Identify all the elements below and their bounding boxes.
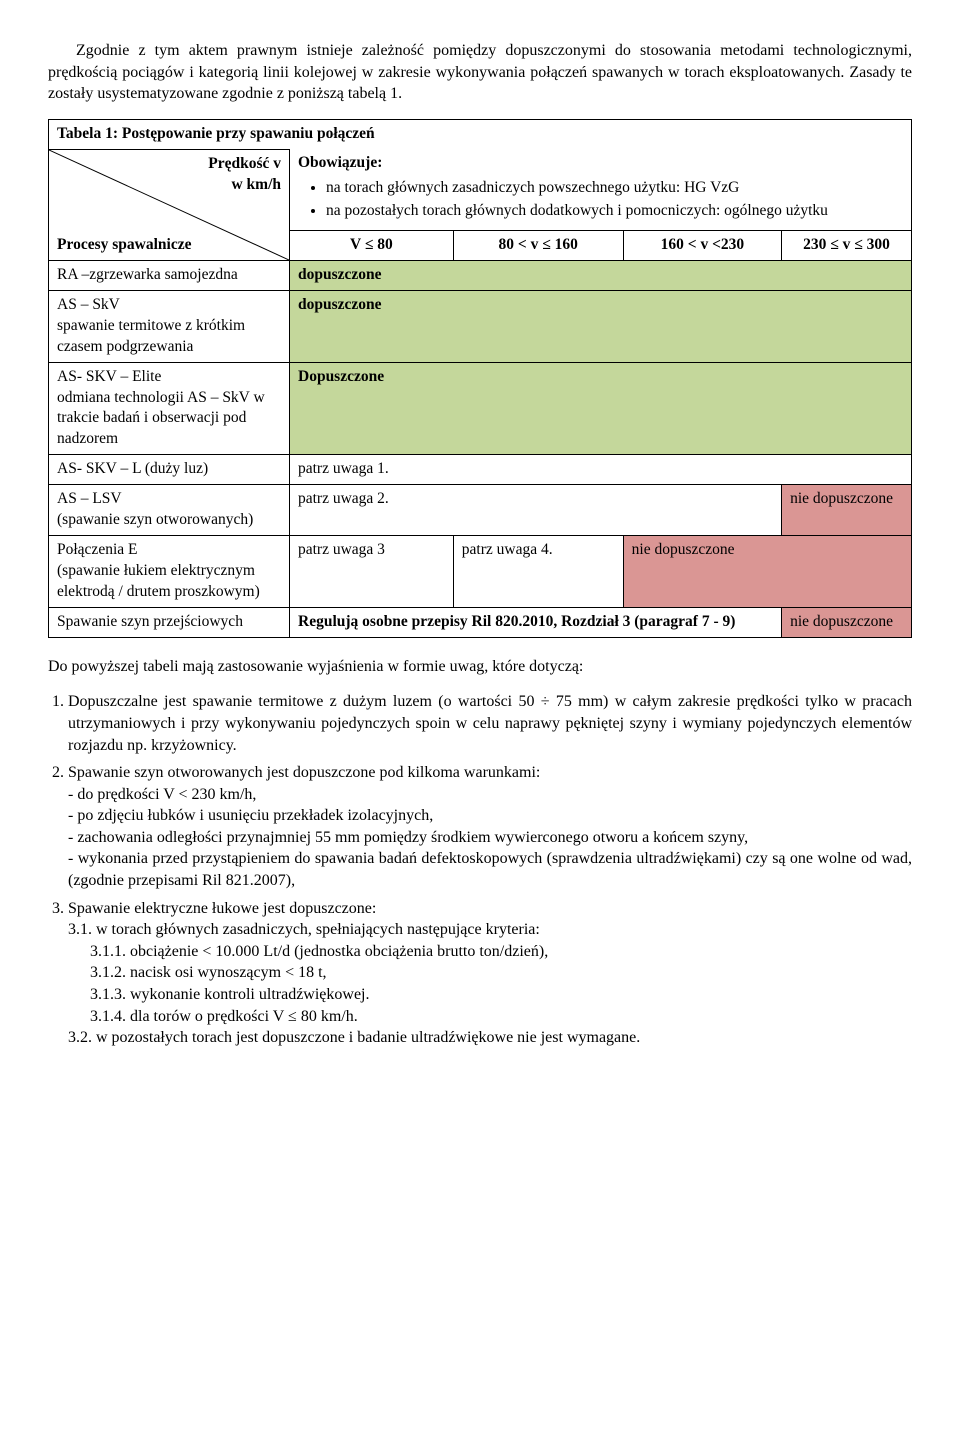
diagonal-header-cell: Prędkość v w km/h Procesy spawalnicze: [49, 149, 290, 260]
note-3-1-3: 3.1.3. wykonanie kontroli ultradźwiękowe…: [90, 984, 912, 1006]
row-conn-e-c1: patrz uwaga 3: [290, 536, 454, 608]
speed-col-3: 160 < v <230: [623, 230, 781, 260]
row-as-skv-l2: spawanie termitowe z krótkim czasem podg…: [57, 317, 245, 355]
table-row: AS- SKV – L (duży luz) patrz uwaga 1.: [49, 455, 912, 485]
row-elite-l1: AS- SKV – Elite: [57, 368, 161, 385]
note-2b: - po zdjęciu łubków i usunięciu przekład…: [68, 805, 912, 827]
row-transition-label: Spawanie szyn przejściowych: [49, 607, 290, 637]
table-row: AS- SKV – Elite odmiana technologii AS –…: [49, 362, 912, 455]
note-2a: - do prędkości V < 230 km/h,: [68, 784, 912, 806]
note-3-1-1: 3.1.1. obciążenie < 10.000 Lt/d (jednost…: [90, 941, 912, 963]
notes-list: Dopuszczalne jest spawanie termitowe z d…: [68, 691, 912, 1049]
row-conn-e-c2: patrz uwaga 4.: [453, 536, 623, 608]
applies-label: Obowiązuje:: [298, 154, 382, 171]
row-ra-value: dopuszczone: [290, 260, 912, 290]
row-transition-left: Regulują osobne przepisy Ril 820.2010, R…: [290, 607, 782, 637]
note-3-1: 3.1. w torach głównych zasadniczych, spe…: [68, 919, 912, 941]
row-as-lsv-label: AS – LSV (spawanie szyn otworowanych): [49, 485, 290, 536]
row-transition-right: nie dopuszczone: [782, 607, 912, 637]
notes-intro: Do powyższej tabeli mają zastosowanie wy…: [48, 656, 912, 678]
note-3-text: Spawanie elektryczne łukowe jest dopuszc…: [68, 900, 376, 917]
note-2c: - zachowania odległości przynajmniej 55 …: [68, 827, 912, 849]
speed-col-4: 230 ≤ v ≤ 300: [782, 230, 912, 260]
note-3-2: 3.2. w pozostałych torach jest dopuszczo…: [68, 1027, 912, 1049]
applies-cell: Obowiązuje: na torach głównych zasadnicz…: [290, 149, 912, 230]
note-3: Spawanie elektryczne łukowe jest dopuszc…: [68, 898, 912, 1049]
row-as-lsv-l1: AS – LSV: [57, 490, 122, 507]
procedures-table: Tabela 1: Postępowanie przy spawaniu poł…: [48, 119, 912, 638]
diag-top-2: w km/h: [231, 176, 281, 193]
speed-col-1: V ≤ 80: [290, 230, 454, 260]
applies-item-2: na pozostałych torach głównych dodatkowy…: [326, 201, 903, 222]
table-row: AS – LSV (spawanie szyn otworowanych) pa…: [49, 485, 912, 536]
note-3-1-4: 3.1.4. dla torów o prędkości V ≤ 80 km/h…: [90, 1006, 912, 1028]
diag-top-1: Prędkość v: [208, 155, 281, 172]
note-2-text: Spawanie szyn otworowanych jest dopuszcz…: [68, 764, 540, 781]
table-title: Tabela 1: Postępowanie przy spawaniu poł…: [49, 119, 912, 149]
intro-paragraph: Zgodnie z tym aktem prawnym istnieje zal…: [48, 40, 912, 105]
table-row: RA –zgrzewarka samojezdna dopuszczone: [49, 260, 912, 290]
note-1: Dopuszczalne jest spawanie termitowe z d…: [68, 691, 912, 756]
row-as-skv-l-value: patrz uwaga 1.: [290, 455, 912, 485]
table-row: Połączenia E (spawanie łukiem elektryczn…: [49, 536, 912, 608]
row-conn-e-l2: (spawanie łukiem elektrycznym elektrodą …: [57, 562, 260, 600]
row-conn-e-right: nie dopuszczone: [623, 536, 911, 608]
row-ra-label: RA –zgrzewarka samojezdna: [49, 260, 290, 290]
row-as-skv-l1: AS – SkV: [57, 296, 120, 313]
row-as-skv-label: AS – SkV spawanie termitowe z krótkim cz…: [49, 290, 290, 362]
row-as-lsv-left: patrz uwaga 2.: [290, 485, 782, 536]
row-as-lsv-l2: (spawanie szyn otworowanych): [57, 511, 253, 528]
note-2d: - wykonania przed przystąpieniem do spaw…: [68, 848, 912, 891]
note-2: Spawanie szyn otworowanych jest dopuszcz…: [68, 762, 912, 892]
diag-bottom: Procesy spawalnicze: [57, 235, 191, 256]
row-as-skv-value: dopuszczone: [290, 290, 912, 362]
note-3-1-2: 3.1.2. nacisk osi wynoszącym < 18 t,: [90, 962, 912, 984]
row-as-skv-elite-label: AS- SKV – Elite odmiana technologii AS –…: [49, 362, 290, 455]
row-as-lsv-right: nie dopuszczone: [782, 485, 912, 536]
row-conn-e-l1: Połączenia E: [57, 541, 137, 558]
row-as-skv-l-label: AS- SKV – L (duży luz): [49, 455, 290, 485]
row-elite-l2: odmiana technologii AS – SkV w trakcie b…: [57, 389, 265, 448]
row-conn-e-label: Połączenia E (spawanie łukiem elektryczn…: [49, 536, 290, 608]
table-row: Spawanie szyn przejściowych Regulują oso…: [49, 607, 912, 637]
applies-item-1: na torach głównych zasadniczych powszech…: [326, 178, 903, 199]
row-as-skv-elite-value: Dopuszczone: [290, 362, 912, 455]
speed-col-2: 80 < v ≤ 160: [453, 230, 623, 260]
table-row: AS – SkV spawanie termitowe z krótkim cz…: [49, 290, 912, 362]
